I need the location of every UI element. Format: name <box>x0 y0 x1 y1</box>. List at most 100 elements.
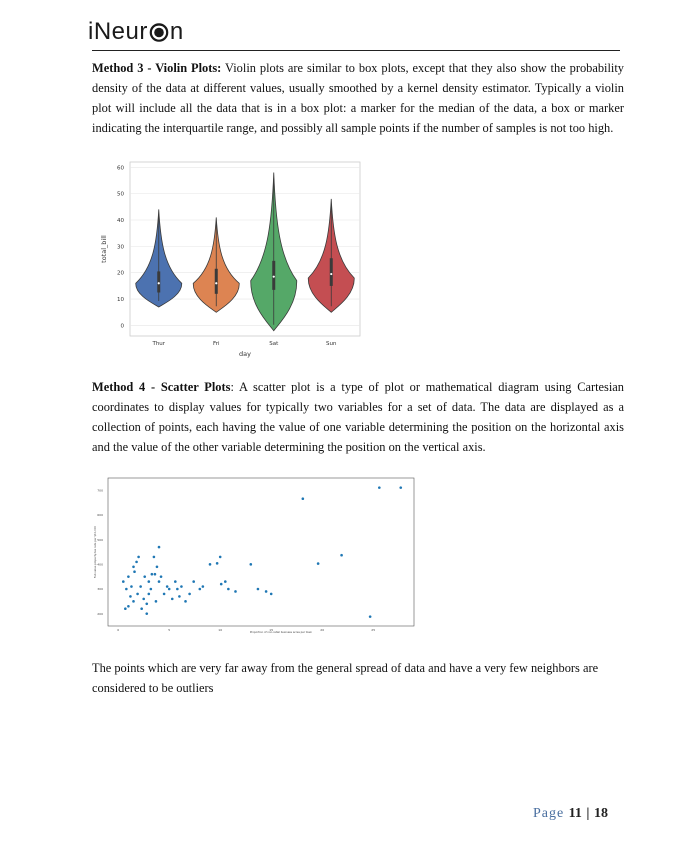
median-marker <box>330 272 333 276</box>
scatter-point <box>378 486 381 489</box>
method4-body: : A scatter plot is a type of plot or ma… <box>92 380 624 454</box>
y-tick-label: 200 <box>97 612 103 616</box>
ineuron-logo: iNeur n <box>88 18 184 46</box>
scatter-point <box>145 602 149 606</box>
scatter-point <box>154 600 158 603</box>
scatter-point <box>215 562 219 565</box>
x-tick-label: Sun <box>326 341 337 347</box>
scatter-point <box>201 585 205 588</box>
scatter-point <box>399 486 403 489</box>
scatter-point <box>136 592 139 596</box>
y-axis-label: total_bill <box>100 235 108 263</box>
scatter-point <box>152 555 156 559</box>
x-axis-label: Proportion of non-retail business acres … <box>250 630 313 634</box>
scatter-point <box>153 572 157 576</box>
scatter-point <box>176 587 179 591</box>
conclusion-paragraph: The points which are very far away from … <box>92 661 599 695</box>
scatter-point <box>227 587 230 591</box>
y-tick-label: 30 <box>117 244 124 250</box>
scatter-point <box>139 585 142 588</box>
scatter-point <box>167 587 171 591</box>
scatter-point <box>127 604 130 608</box>
x-tick-label: 15 <box>269 628 273 632</box>
scatter-point <box>218 555 222 559</box>
scatter-point <box>256 587 260 591</box>
page-footer: Page 11 | 18 <box>533 806 608 822</box>
scatter-point <box>132 565 135 569</box>
scatter-point <box>159 575 163 578</box>
scatter-point <box>124 607 127 611</box>
scatter-point <box>208 563 212 566</box>
median-marker <box>272 275 275 278</box>
scatter-point <box>269 592 273 596</box>
iqr-box <box>157 271 161 293</box>
iqr-box <box>272 260 276 290</box>
x-tick-label: 5 <box>168 628 170 632</box>
y-tick-label: 50 <box>117 192 124 198</box>
scatter-point <box>140 607 143 611</box>
scatter-point <box>188 592 191 596</box>
scatter-point <box>130 585 133 588</box>
y-tick-label: 60 <box>117 165 124 171</box>
x-tick-label: Fri <box>213 341 220 347</box>
method4-paragraph: Method 4 - Scatter Plots: A scatter plot… <box>92 377 624 457</box>
method4-title: Method 4 - Scatter Plots <box>92 380 231 394</box>
logo-text-prefix: iNeur <box>88 18 148 45</box>
scatter-chart: 200 300 400 500 600 700 0 5 10 15 20 25 Proportion o… <box>93 477 415 634</box>
scatter-point <box>147 580 151 583</box>
y-tick-label: 40 <box>117 218 124 224</box>
y-tick-label: 500 <box>97 538 103 542</box>
scatter-point <box>147 592 151 596</box>
method3-title: Method 3 - Violin Plots: <box>92 61 222 75</box>
y-axis-label: Full-value property-tax rate per $10,000 <box>93 526 97 578</box>
violin-chart: 0 10 20 30 40 50 60 Thur Fri Sat Sun day total_bill <box>100 161 361 358</box>
plot-area <box>129 161 361 337</box>
iqr-box <box>214 268 218 294</box>
scatter-point <box>264 590 268 593</box>
logo-text-suffix: n <box>169 18 184 45</box>
scatter-point <box>192 580 195 583</box>
scatter-point <box>132 600 135 603</box>
y-tick-label: 700 <box>97 489 103 493</box>
x-tick-label: 20 <box>320 628 324 632</box>
scatter-point <box>178 595 181 598</box>
scatter-point <box>180 585 183 588</box>
scatter-point <box>198 587 202 591</box>
scatter-point <box>157 580 161 583</box>
scatter-point <box>142 597 145 601</box>
x-tick-label: 10 <box>218 628 222 632</box>
scatter-point <box>301 497 305 501</box>
scatter-point <box>219 582 223 586</box>
iqr-box <box>329 258 333 286</box>
scatter-point <box>137 555 140 559</box>
scatter-point <box>157 545 161 549</box>
y-tick-label: 600 <box>97 513 103 517</box>
scatter-point <box>368 615 372 618</box>
scatter-point <box>129 595 132 598</box>
page-label: Page <box>532 806 565 821</box>
scatter-point <box>224 580 227 583</box>
scatter-point <box>135 560 138 564</box>
plot-frame <box>107 477 415 627</box>
scatter-point <box>340 553 343 557</box>
total-pages: 18 <box>594 806 608 821</box>
scatter-point <box>249 563 253 566</box>
scatter-point <box>174 580 177 583</box>
scatter-point <box>184 600 187 603</box>
x-tick-label: 25 <box>371 628 375 632</box>
scatter-point <box>162 592 166 596</box>
logo-o-icon <box>149 23 169 42</box>
scatter-point <box>133 570 136 574</box>
x-tick-label: 0 <box>117 628 119 632</box>
y-tick-label: 400 <box>97 563 103 567</box>
scatter-point <box>234 590 237 593</box>
median-marker <box>215 282 218 285</box>
scatter-point <box>316 562 320 565</box>
scatter-point <box>165 585 169 588</box>
scatter-point <box>143 575 147 578</box>
median-marker <box>157 282 160 285</box>
page-number: 11 <box>568 806 582 821</box>
y-tick-label: 20 <box>117 271 124 277</box>
scatter-point <box>122 580 125 583</box>
scatter-point <box>155 565 159 569</box>
